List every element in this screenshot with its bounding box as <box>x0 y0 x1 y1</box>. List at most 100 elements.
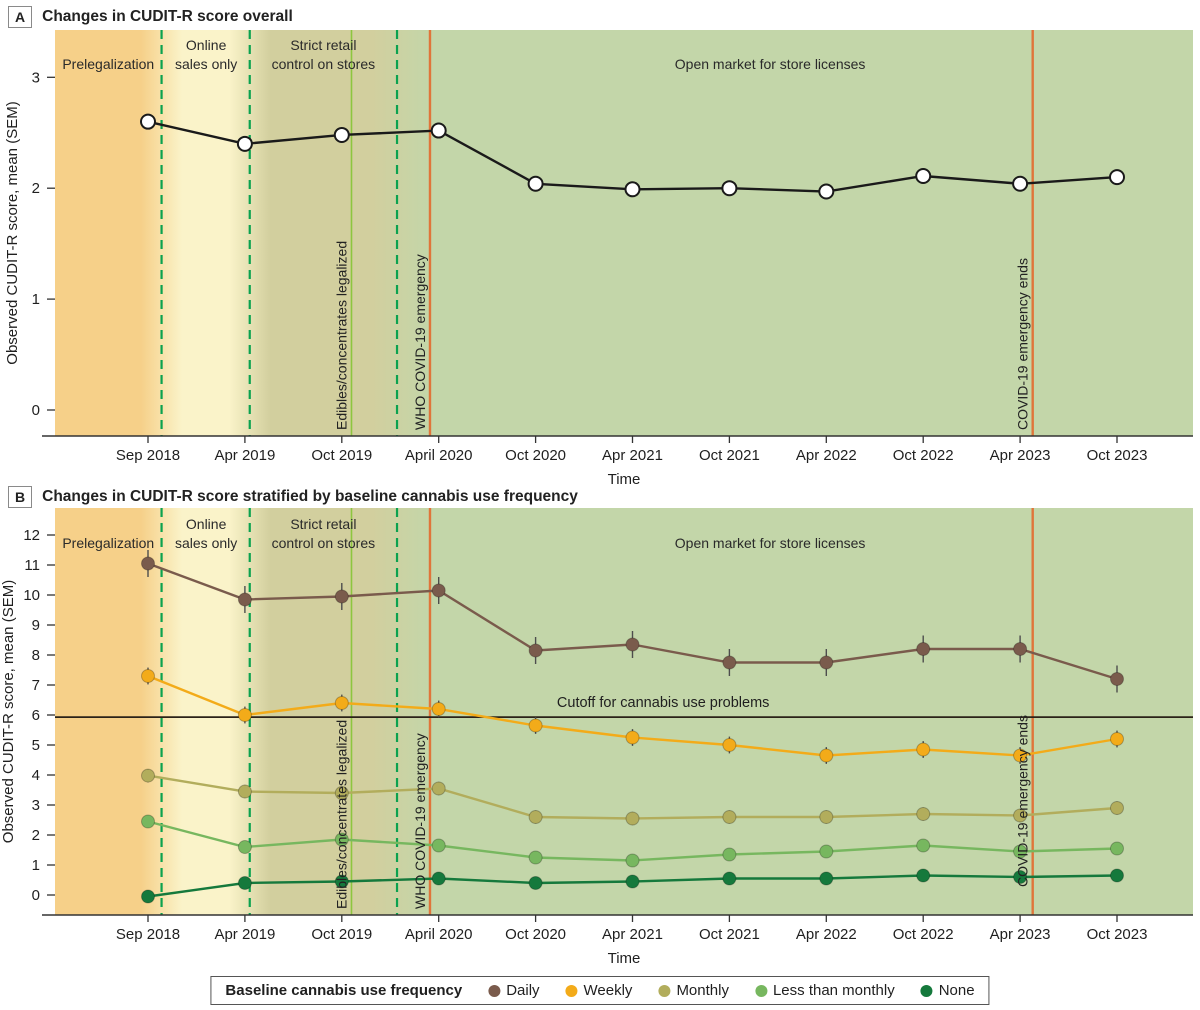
data-point <box>528 643 543 658</box>
y-tick-label: 11 <box>24 557 40 574</box>
data-point <box>334 832 349 847</box>
event-label-0: Edibles/concentrates legalized <box>333 241 349 430</box>
data-point <box>1013 870 1028 884</box>
data-point <box>1110 801 1124 815</box>
data-point <box>237 708 252 722</box>
x-tick-label: Oct 2019 <box>311 926 372 943</box>
event-label-1: WHO COVID-19 emergency <box>412 733 428 909</box>
legend-item-daily: Daily <box>488 982 540 999</box>
daily-marker-icon <box>488 984 501 997</box>
data-point <box>141 889 155 904</box>
y-tick-label: 1 <box>32 291 40 308</box>
data-point <box>624 181 641 198</box>
data-point <box>625 637 640 652</box>
x-tick-label: April 2020 <box>405 447 473 464</box>
data-point <box>528 810 543 824</box>
y-tick-label: 1 <box>32 857 40 874</box>
data-point <box>916 642 931 656</box>
data-point <box>237 840 252 854</box>
y-tick-label: 12 <box>23 527 40 544</box>
legend-label-weekly: Weekly <box>583 982 633 999</box>
y-axis-title: Observed CUDIT-R score, mean (SEM) <box>0 580 17 843</box>
legend-label-less-than-monthly: Less than monthly <box>772 982 895 999</box>
data-point <box>915 168 932 185</box>
legend-box: Baseline cannabis use frequency Daily We… <box>210 976 990 1005</box>
series-weekly <box>141 667 1124 764</box>
data-point <box>334 696 349 710</box>
event-label-2: COVID-19 emergency ends <box>1015 715 1031 887</box>
x-tick-label: Sep 2018 <box>116 926 180 943</box>
period-label-3: Open market for store licenses <box>675 56 866 72</box>
panel-a-letter: A <box>8 6 33 28</box>
data-point <box>722 810 737 824</box>
y-tick-label: 3 <box>32 797 40 814</box>
legend-item-none: None <box>920 982 975 999</box>
data-point <box>1110 672 1124 686</box>
data-point <box>334 874 349 889</box>
event-label-1: WHO COVID-19 emergency <box>412 254 428 430</box>
data-point <box>819 871 834 886</box>
data-point <box>722 738 737 752</box>
period-label-1: sales only <box>175 56 237 72</box>
data-point <box>528 850 543 865</box>
weekly-marker-icon <box>565 984 578 997</box>
x-tick-label: Apr 2023 <box>990 447 1051 464</box>
period-label-3: Open market for store licenses <box>675 535 866 551</box>
y-tick-label: 0 <box>32 402 40 419</box>
data-point <box>916 838 931 853</box>
x-tick-label: Oct 2021 <box>699 447 760 464</box>
x-tick-label: Oct 2022 <box>893 926 954 943</box>
legend-label-none: None <box>938 982 975 999</box>
y-axis-title: Observed CUDIT-R score, mean (SEM) <box>4 101 21 364</box>
data-point <box>625 811 640 826</box>
y-tick-label: 10 <box>23 587 40 604</box>
data-point <box>1013 844 1028 859</box>
x-tick-label: April 2020 <box>405 926 473 943</box>
y-tick-label: 0 <box>32 887 40 904</box>
data-point <box>721 180 738 197</box>
data-point <box>916 742 931 757</box>
y-tick-label: 9 <box>32 617 40 634</box>
data-point <box>140 113 156 130</box>
data-point <box>1110 868 1124 883</box>
x-tick-label: Oct 2023 <box>1087 447 1148 464</box>
period-backgrounds <box>55 30 1193 436</box>
period-label-1: Online <box>186 37 227 53</box>
data-point <box>334 786 349 800</box>
x-tick-label: Oct 2019 <box>311 447 372 464</box>
less-than-monthly-marker-icon <box>754 984 767 997</box>
x-tick-label: Apr 2021 <box>602 926 663 943</box>
y-tick-label: 2 <box>32 827 40 844</box>
data-point <box>237 784 252 799</box>
y-tick-label: 4 <box>32 767 40 784</box>
data-point <box>141 768 155 783</box>
x-tick-label: Oct 2021 <box>699 926 760 943</box>
data-point <box>237 876 252 890</box>
data-point <box>625 874 640 889</box>
data-point <box>819 810 834 824</box>
panel-a-title: Changes in CUDIT-R score overall <box>42 8 293 25</box>
legend-title: Baseline cannabis use frequency <box>225 982 463 999</box>
series-none <box>141 868 1124 904</box>
data-point <box>625 730 640 745</box>
data-point <box>431 871 446 886</box>
data-point <box>236 135 253 152</box>
period-label-0: Prelegalization <box>62 535 154 551</box>
data-point <box>819 844 834 859</box>
series-overall <box>140 113 1125 200</box>
series-daily <box>141 550 1124 693</box>
data-point <box>237 592 252 607</box>
period-label-0: Prelegalization <box>62 56 154 72</box>
y-tick-label: 2 <box>32 180 40 197</box>
data-point <box>431 838 446 853</box>
series-less-than-monthly <box>141 814 1124 868</box>
series-monthly <box>141 768 1124 826</box>
legend-item-weekly: Weekly <box>565 982 633 999</box>
data-point <box>528 718 543 733</box>
event-label-2: COVID-19 emergency ends <box>1015 258 1031 430</box>
data-point <box>819 655 834 670</box>
panel-a-header: A Changes in CUDIT-R score overall <box>8 6 293 28</box>
data-point <box>916 807 931 821</box>
period-label-1: Online <box>186 516 227 532</box>
